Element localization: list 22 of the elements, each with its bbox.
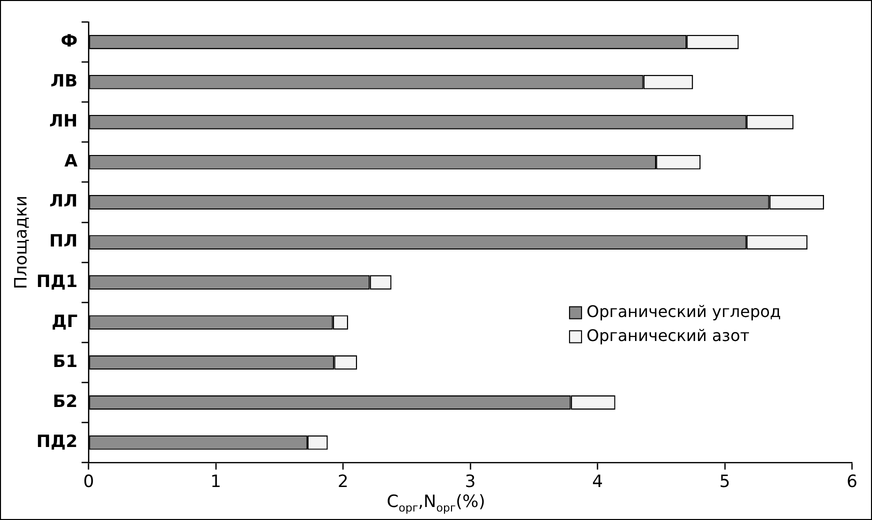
y-tick-label: Ф [60,31,78,52]
x-tick-label: 3 [464,472,476,492]
y-tick-label: ЛН [49,112,78,132]
x-tick-label: 6 [846,472,858,492]
y-axis-title: Площадки [12,196,32,290]
y-tick-label: ЛЛ [49,192,78,212]
legend-label: Органический азот [586,326,750,345]
y-tick-label: ЛВ [50,72,78,92]
y-tick-label: ДГ [52,312,78,332]
y-tick-label: А [64,152,78,172]
y-tick-label: ПД2 [36,432,78,452]
x-tick-label: 4 [592,472,603,492]
x-tick-label: 5 [719,472,730,492]
x-tick-label: 1 [210,472,222,492]
y-tick-label: Б2 [52,392,78,412]
x-tick-label: 2 [338,472,348,492]
x-axis-title: C$_{орг}$,N$_{орг}$(%) [386,492,486,514]
y-tick-label: ПД1 [36,272,78,292]
x-tick-label: 0 [83,472,94,492]
y-tick-label: ПЛ [49,232,78,252]
legend-label: Органический углерод [586,302,781,321]
y-tick-label: Б1 [52,352,78,372]
